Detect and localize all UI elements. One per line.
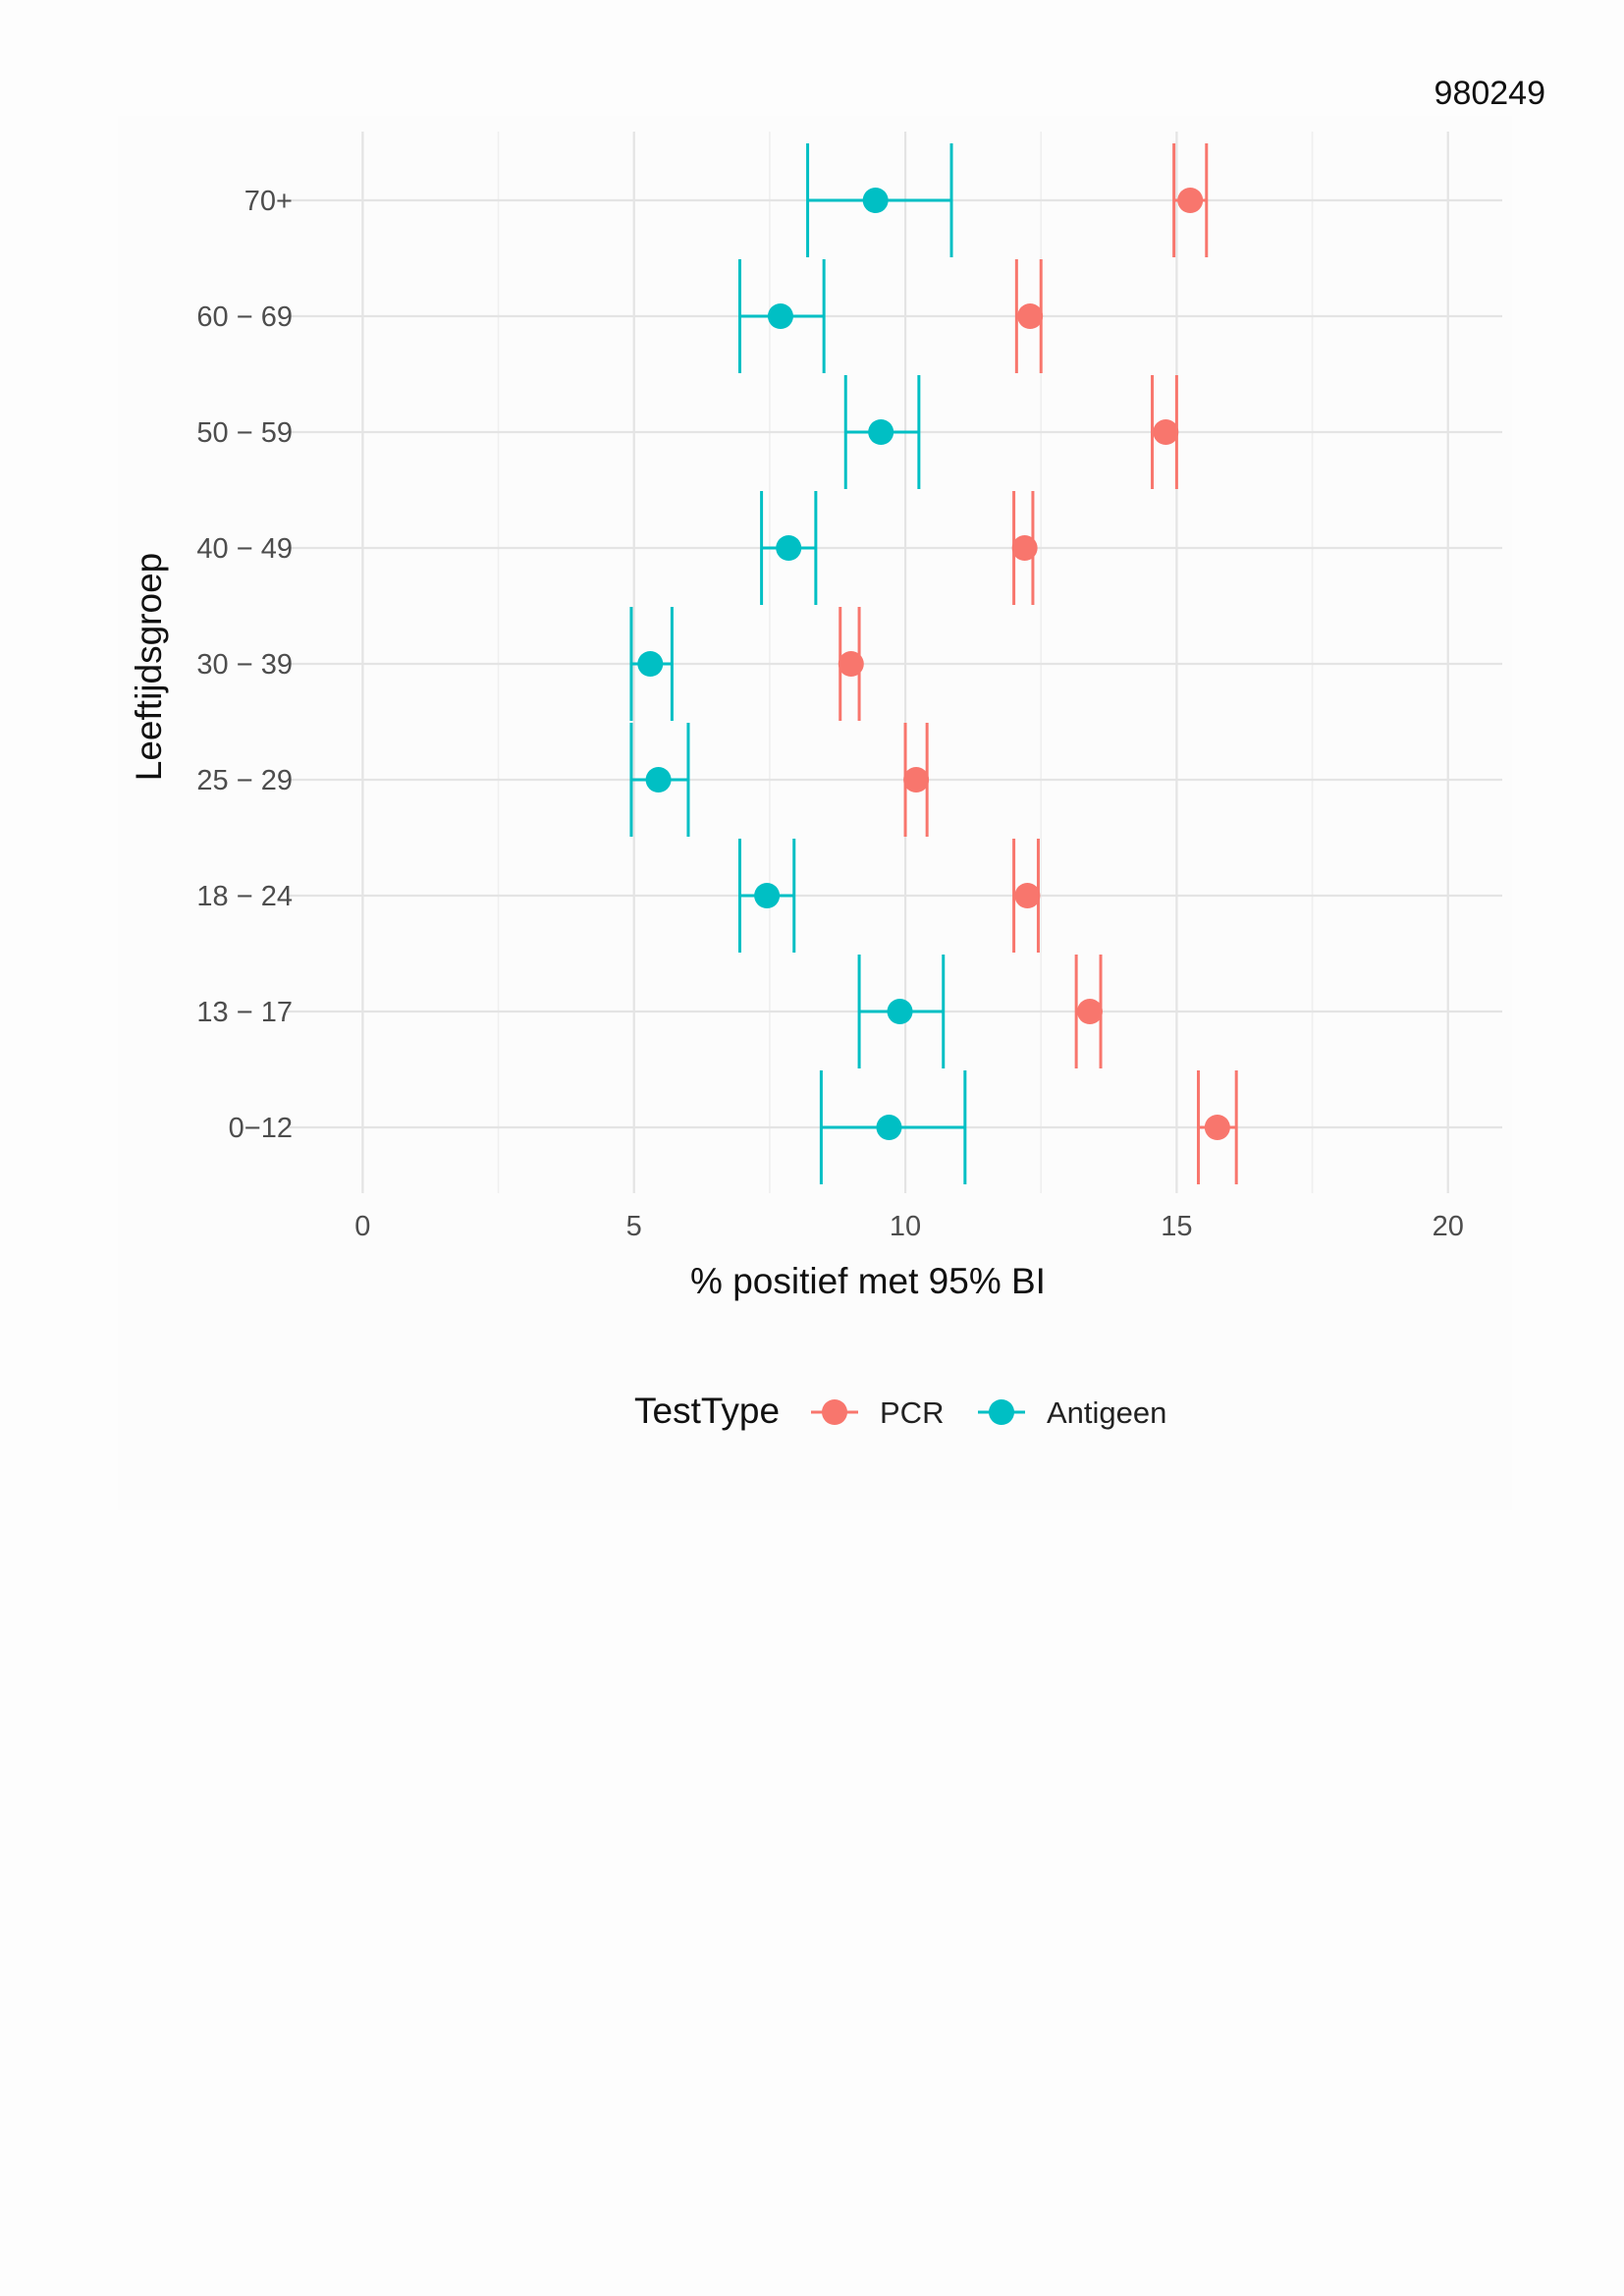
x-tick-label: 15 — [1161, 1211, 1192, 1242]
y-tick-label: 18 − 24 — [196, 881, 293, 912]
x-axis-title: % positief met 95% BI — [690, 1261, 1046, 1301]
data-point — [637, 651, 664, 677]
y-tick-label: 13 − 17 — [196, 997, 293, 1028]
data-point — [776, 535, 802, 561]
grid-major — [287, 132, 1502, 1193]
error-bar-chart: 70+ 60 − 69 50 − 59 40 − 49 30 − 39 25 − 29 18… — [129, 132, 1502, 1431]
legend-title: TestType — [634, 1391, 780, 1431]
legend-key-point — [989, 1399, 1014, 1425]
y-axis-ticks: 70+ 60 − 69 50 − 59 40 − 49 30 − 39 25 − 29 18… — [196, 186, 293, 1144]
data-point — [838, 651, 864, 677]
y-tick-label: 40 − 49 — [196, 533, 293, 565]
data-point — [767, 303, 793, 329]
series-antigeen — [629, 143, 967, 1184]
x-tick-label: 5 — [626, 1211, 642, 1242]
x-tick-label: 20 — [1433, 1211, 1464, 1242]
x-tick-label: 0 — [354, 1211, 370, 1242]
data-point — [1011, 535, 1038, 561]
series-layer — [629, 143, 1238, 1184]
series-pcr — [838, 143, 1238, 1184]
data-point — [887, 999, 913, 1024]
y-tick-label: 50 − 59 — [196, 417, 293, 449]
data-point — [1204, 1115, 1230, 1140]
y-tick-label: 30 − 39 — [196, 649, 293, 681]
legend-key-point — [822, 1399, 847, 1425]
data-point — [862, 188, 889, 213]
y-tick-label: 70+ — [244, 186, 293, 217]
data-point — [903, 767, 930, 793]
x-axis-ticks: 0 5 10 15 20 — [354, 1211, 1464, 1242]
data-point — [1153, 419, 1179, 445]
data-point — [1014, 883, 1041, 908]
data-point — [868, 419, 894, 445]
legend-label: PCR — [880, 1395, 944, 1430]
data-point — [1017, 303, 1044, 329]
data-point — [645, 767, 672, 793]
chart-panel: 70+ 60 − 69 50 − 59 40 − 49 30 − 39 25 − 29 18… — [118, 116, 1512, 1510]
data-point — [1076, 999, 1103, 1024]
legend-label: Antigeen — [1047, 1395, 1166, 1430]
document-id: 980249 — [1434, 75, 1545, 112]
data-point — [876, 1115, 902, 1140]
y-axis-title: Leeftijdsgroep — [129, 553, 169, 781]
x-tick-label: 10 — [890, 1211, 921, 1242]
y-tick-label: 60 − 69 — [196, 301, 293, 333]
y-tick-label: 0−12 — [229, 1113, 293, 1144]
data-point — [1177, 188, 1204, 213]
y-tick-label: 25 − 29 — [196, 765, 293, 796]
data-point — [754, 883, 781, 908]
legend: TestType PCR Antigeen — [634, 1391, 1166, 1431]
